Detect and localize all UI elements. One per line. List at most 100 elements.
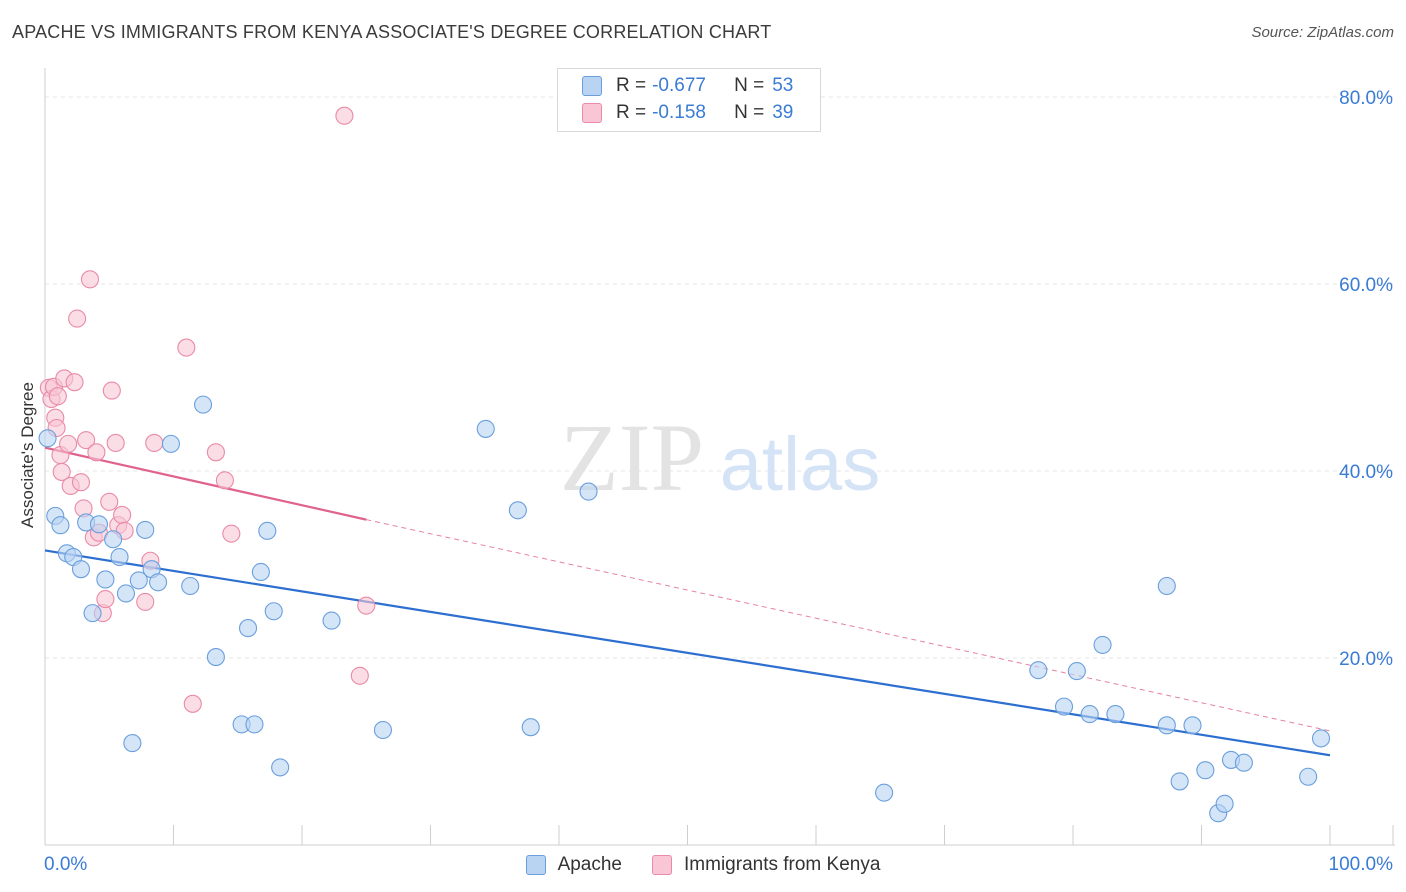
apache-point [1080, 705, 1099, 724]
apache-point [1234, 753, 1253, 772]
legend-row-apache: R = -0.677 N = 53 [582, 73, 793, 99]
apache-point [1215, 794, 1234, 813]
kenya-point [77, 431, 96, 450]
apache-point [51, 516, 70, 535]
apache-point [116, 584, 136, 603]
n-label: N = [734, 102, 765, 123]
kenya-point [48, 387, 67, 406]
kenya-point [145, 433, 164, 453]
kenya-point [206, 443, 225, 462]
r-label: R = [616, 102, 647, 123]
apache-point [1299, 767, 1318, 786]
apache-point [1157, 716, 1176, 735]
apache-point [521, 718, 540, 737]
n-label: N = [734, 75, 765, 96]
legend-label-kenya: Immigrants from Kenya [684, 854, 881, 875]
kenya-point [335, 106, 354, 125]
watermark: ZIP atlas [560, 404, 880, 511]
apache-point [1093, 635, 1112, 654]
apache-swatch [525, 855, 546, 875]
correlation-legend: R = -0.677 N = 53 R = -0.158 N = 39 [557, 68, 821, 132]
kenya-point [59, 434, 78, 453]
apache-point [258, 521, 277, 540]
n-value: 39 [772, 102, 794, 123]
apache-point [245, 715, 264, 734]
kenya-point [177, 338, 196, 357]
x-tick-label: 0.0% [44, 854, 87, 875]
apache-point [508, 501, 527, 520]
apache-point [373, 720, 393, 740]
kenya-point [80, 270, 100, 289]
apache-point [1106, 705, 1125, 724]
kenya-point [65, 373, 84, 392]
apache-point [71, 560, 91, 579]
apache-point [271, 758, 290, 777]
apache-point [1067, 662, 1086, 681]
apache-point [181, 576, 200, 596]
kenya-point [136, 592, 155, 611]
legend-row-kenya: R = -0.158 N = 39 [582, 100, 793, 126]
kenya-point [113, 505, 132, 524]
apache-point [110, 547, 129, 567]
chart-title: APACHE VS IMMIGRANTS FROM KENYA ASSOCIAT… [12, 22, 772, 42]
kenya-point [215, 471, 234, 490]
apache-point [264, 602, 283, 621]
y-tick-label: 80.0% [1339, 88, 1393, 109]
legend-label-apache: Apache [557, 854, 623, 875]
apache-point [89, 515, 109, 534]
y-tick-label: 20.0% [1339, 649, 1393, 670]
legend-item-apache: Apache [525, 854, 623, 876]
legend-item-kenya: Immigrants from Kenya [652, 854, 880, 876]
apache-point [104, 530, 123, 549]
source-label: Source: ZipAtlas.com [1251, 24, 1394, 41]
apache-point [1311, 729, 1331, 748]
data-points [38, 106, 1331, 823]
kenya-point [183, 694, 202, 713]
r-label: R = [616, 75, 647, 96]
y-tick-label: 40.0% [1339, 462, 1393, 483]
apache-point [579, 482, 598, 501]
kenya-point [222, 524, 241, 543]
kenya-point [100, 492, 119, 511]
kenya-point [96, 590, 115, 609]
apache-point [83, 604, 102, 623]
kenya-point [102, 381, 121, 400]
apache-point [206, 648, 225, 667]
apache-point [1054, 697, 1074, 716]
kenya-swatch [652, 855, 673, 875]
axes [44, 68, 1395, 846]
apache-point [123, 734, 142, 753]
n-value: 53 [772, 75, 794, 96]
apache-point [194, 395, 213, 414]
apache-point [238, 619, 258, 638]
r-value: -0.677 [652, 75, 706, 96]
apache-point [875, 783, 894, 802]
apache-point [1183, 716, 1202, 735]
apache-point [149, 573, 168, 592]
apache-point [476, 419, 495, 438]
apache-point [1157, 576, 1176, 596]
apache-point [161, 434, 180, 453]
kenya-swatch [582, 103, 602, 123]
x-tick-label: 100.0% [1329, 854, 1394, 875]
apache-point [1170, 772, 1189, 791]
gridlines [45, 96, 1395, 659]
apache-point [96, 570, 115, 589]
kenya-point [106, 433, 125, 453]
y-axis-title: Associate's Degree [18, 382, 37, 528]
apache-point [136, 520, 155, 539]
kenya-trend-extension [366, 519, 1331, 732]
series-legend: Apache Immigrants from Kenya [0, 850, 1406, 880]
apache-point [129, 571, 148, 590]
apache-swatch [582, 76, 602, 96]
kenya-point [357, 596, 376, 615]
apache-point [322, 611, 341, 630]
axis-labels: 20.0% 40.0% 60.0% 80.0% 0.0% 100.0% Associate'… [18, 88, 1393, 875]
kenya-point [68, 309, 87, 328]
kenya-point [350, 666, 369, 685]
kenya-point [52, 462, 71, 481]
apache-point [1196, 761, 1215, 780]
r-value: -0.158 [652, 102, 706, 123]
y-tick-label: 60.0% [1339, 275, 1393, 296]
